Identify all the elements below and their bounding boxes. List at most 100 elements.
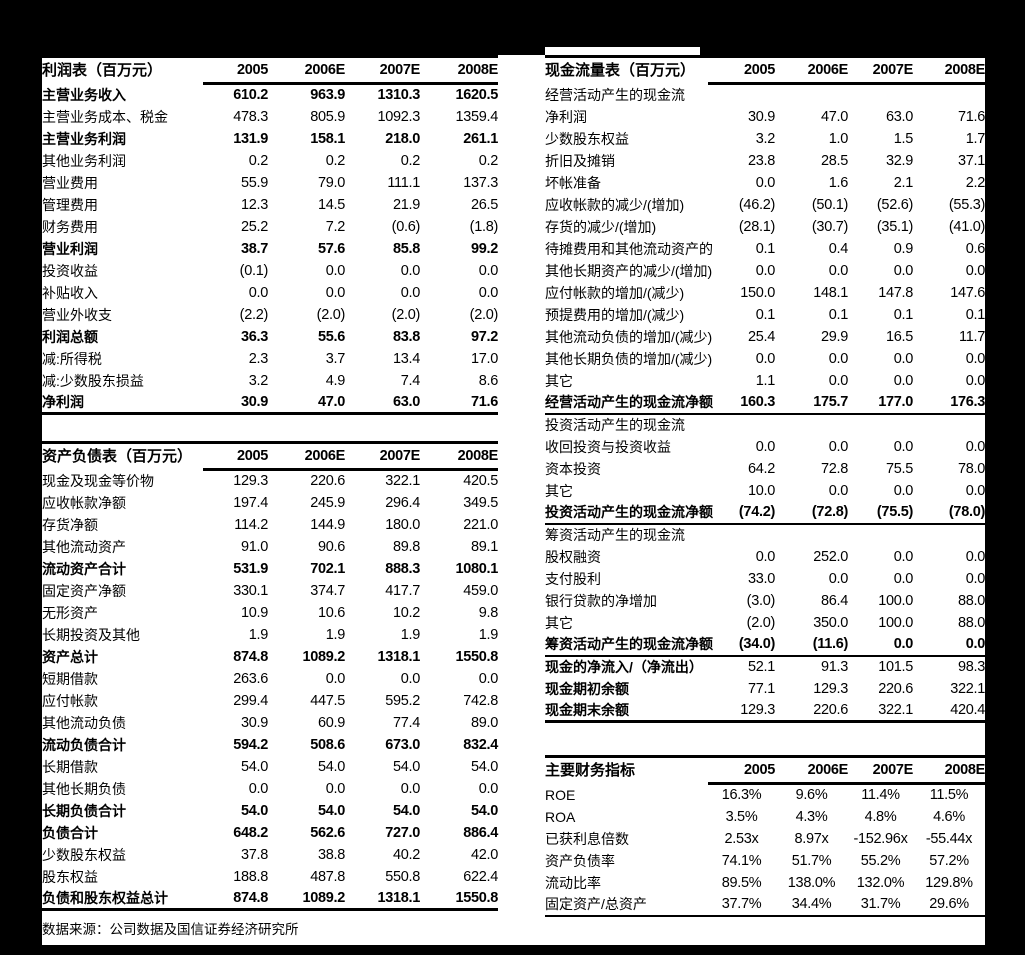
value-cell: 52.1	[747, 659, 775, 675]
value-cell: 0.0	[755, 262, 776, 279]
value-cell: 64.2	[747, 460, 775, 477]
value-cell: 54.0	[470, 758, 498, 775]
value-cell: 0.0	[325, 284, 346, 301]
table-row: 负债合计 648.2 562.6 727.0 886.4	[42, 822, 498, 844]
value-cell: 175.7	[775, 391, 848, 415]
row-label: 长期负债合计	[42, 802, 126, 819]
value-cell: 85.8	[392, 240, 420, 257]
row-label: 补贴收入	[42, 284, 98, 301]
value-cell: 4.6%	[933, 808, 965, 825]
value-cell: 0.0	[893, 372, 914, 389]
value-cell: 0.0	[893, 350, 914, 367]
row-label: 投资活动产生的现金流净额	[545, 501, 713, 525]
table-row: 其他长期负债的增加/(减少) 0.0 0.0 0.0 0.0	[545, 348, 985, 370]
value-cell: 3.7	[325, 350, 346, 367]
table-title: 现金流量表（百万元）	[545, 61, 696, 79]
value-cell: 1550.8	[455, 889, 498, 906]
value-cell: 0.0	[755, 174, 776, 191]
value-cell: 37.1	[957, 152, 985, 169]
value-cell: 78.0	[957, 460, 985, 477]
row-label: 长期借款	[42, 758, 98, 775]
row-label: 收回投资与投资收益	[545, 438, 671, 455]
table-row: 流动负债合计 594.2 508.6 673.0 832.4	[42, 734, 498, 756]
row-label: 股权融资	[545, 548, 601, 565]
value-cell: 1089.2	[302, 889, 345, 906]
value-cell: 487.8	[310, 868, 345, 885]
column-header: 2005	[708, 56, 775, 85]
value-cell: 1550.8	[455, 648, 498, 665]
row-label: 主营业务收入	[42, 86, 126, 103]
value-cell: 330.1	[233, 582, 268, 599]
column-header: 2008E	[420, 442, 498, 471]
value-cell: (35.1)	[876, 218, 913, 235]
value-cell: 129.3	[233, 473, 268, 490]
value-cell: 11.5%	[929, 787, 969, 804]
value-cell: (0.1)	[239, 262, 269, 279]
value-cell: 1.5	[893, 130, 914, 147]
cash-flow-grid: 现金流量表（百万元） 2005 2006E 2007E 2008E 经营活动产生的现金流净…	[545, 55, 985, 723]
value-cell: 100.0	[878, 614, 913, 631]
value-cell: 29.6%	[929, 896, 969, 912]
table-row: 其他流动负债的增加/(减少) 25.4 29.9 16.5 11.7	[545, 326, 985, 348]
row-label: 应付帐款的增加/(减少)	[545, 284, 685, 301]
value-cell: 0.2	[478, 152, 499, 169]
value-cell: 138.0%	[787, 874, 836, 891]
value-cell: 9.6%	[795, 787, 828, 804]
row-label: 应收帐款净额	[42, 494, 126, 511]
value-cell: 1080.1	[455, 560, 498, 577]
value-cell: 531.9	[233, 560, 268, 577]
table-row: 资产负债率 74.1% 51.7% 55.2% 57.2%	[545, 850, 985, 872]
row-label: 现金及现金等价物	[42, 472, 154, 489]
value-cell: 63.0	[392, 393, 420, 410]
value-cell: 16.3%	[721, 787, 762, 804]
section-label: 投资活动产生的现金流	[545, 417, 685, 433]
value-cell: 1359.4	[455, 108, 498, 125]
column-header: 2006E	[268, 442, 345, 471]
value-cell: 33.0	[747, 570, 775, 587]
table-title: 主要财务指标	[545, 761, 636, 779]
header-row: 现金流量表（百万元） 2005 2006E 2007E 2008E	[545, 56, 985, 85]
table-row: 其他流动资产 91.0 90.6 89.8 89.1	[42, 536, 498, 558]
row-label: 流动资产合计	[42, 560, 126, 577]
value-cell: 727.0	[385, 824, 420, 841]
column-header: 2007E	[848, 756, 913, 785]
table-row: 营业外收支 (2.2) (2.0) (2.0) (2.0)	[42, 304, 498, 326]
row-label: ROA	[545, 808, 576, 825]
table-row: 营业利润 38.7 57.6 85.8 99.2	[42, 238, 498, 260]
value-cell: 1.9	[325, 626, 346, 643]
value-cell: 1.9	[248, 626, 269, 643]
value-cell: 0.0	[828, 570, 849, 587]
value-cell: 3.2	[755, 130, 776, 147]
value-cell: 0.0	[965, 350, 986, 367]
value-cell: 37.7%	[721, 896, 762, 912]
row-label: 固定资产/总资产	[545, 896, 647, 912]
value-cell: 374.7	[310, 582, 345, 599]
value-cell: 71.6	[957, 108, 985, 125]
value-cell: 0.1	[965, 306, 986, 323]
column-header: 2005	[708, 756, 775, 785]
value-cell: 350.0	[813, 614, 848, 631]
value-cell: 874.8	[233, 889, 268, 906]
value-cell: 3.5%	[725, 808, 758, 825]
row-label: 其它	[545, 482, 573, 499]
value-cell: 30.9	[240, 393, 268, 410]
value-cell: 0.0	[828, 482, 849, 499]
table-row: 筹资活动产生的现金流	[545, 524, 985, 546]
value-cell: 0.0	[965, 482, 986, 499]
value-cell: 0.0	[848, 633, 913, 657]
value-cell: 8.6	[478, 372, 499, 389]
value-cell: 114.2	[234, 516, 268, 533]
column-header: 2005	[203, 56, 268, 85]
section-label: 经营活动产生的现金流	[545, 87, 685, 104]
value-cell: 0.0	[965, 570, 986, 587]
row-label: 其他流动负债	[42, 714, 126, 731]
value-cell: 83.8	[392, 328, 420, 345]
row-label: 现金期末余额	[545, 701, 629, 718]
table-row: 长期负债合计 54.0 54.0 54.0 54.0	[42, 800, 498, 822]
value-cell: 4.8%	[864, 808, 897, 825]
value-cell: 0.0	[893, 438, 914, 455]
value-cell: 1.6	[828, 174, 849, 191]
value-cell: 54.0	[240, 802, 268, 819]
value-cell: 299.4	[233, 692, 268, 709]
value-cell: 57.6	[317, 240, 345, 257]
